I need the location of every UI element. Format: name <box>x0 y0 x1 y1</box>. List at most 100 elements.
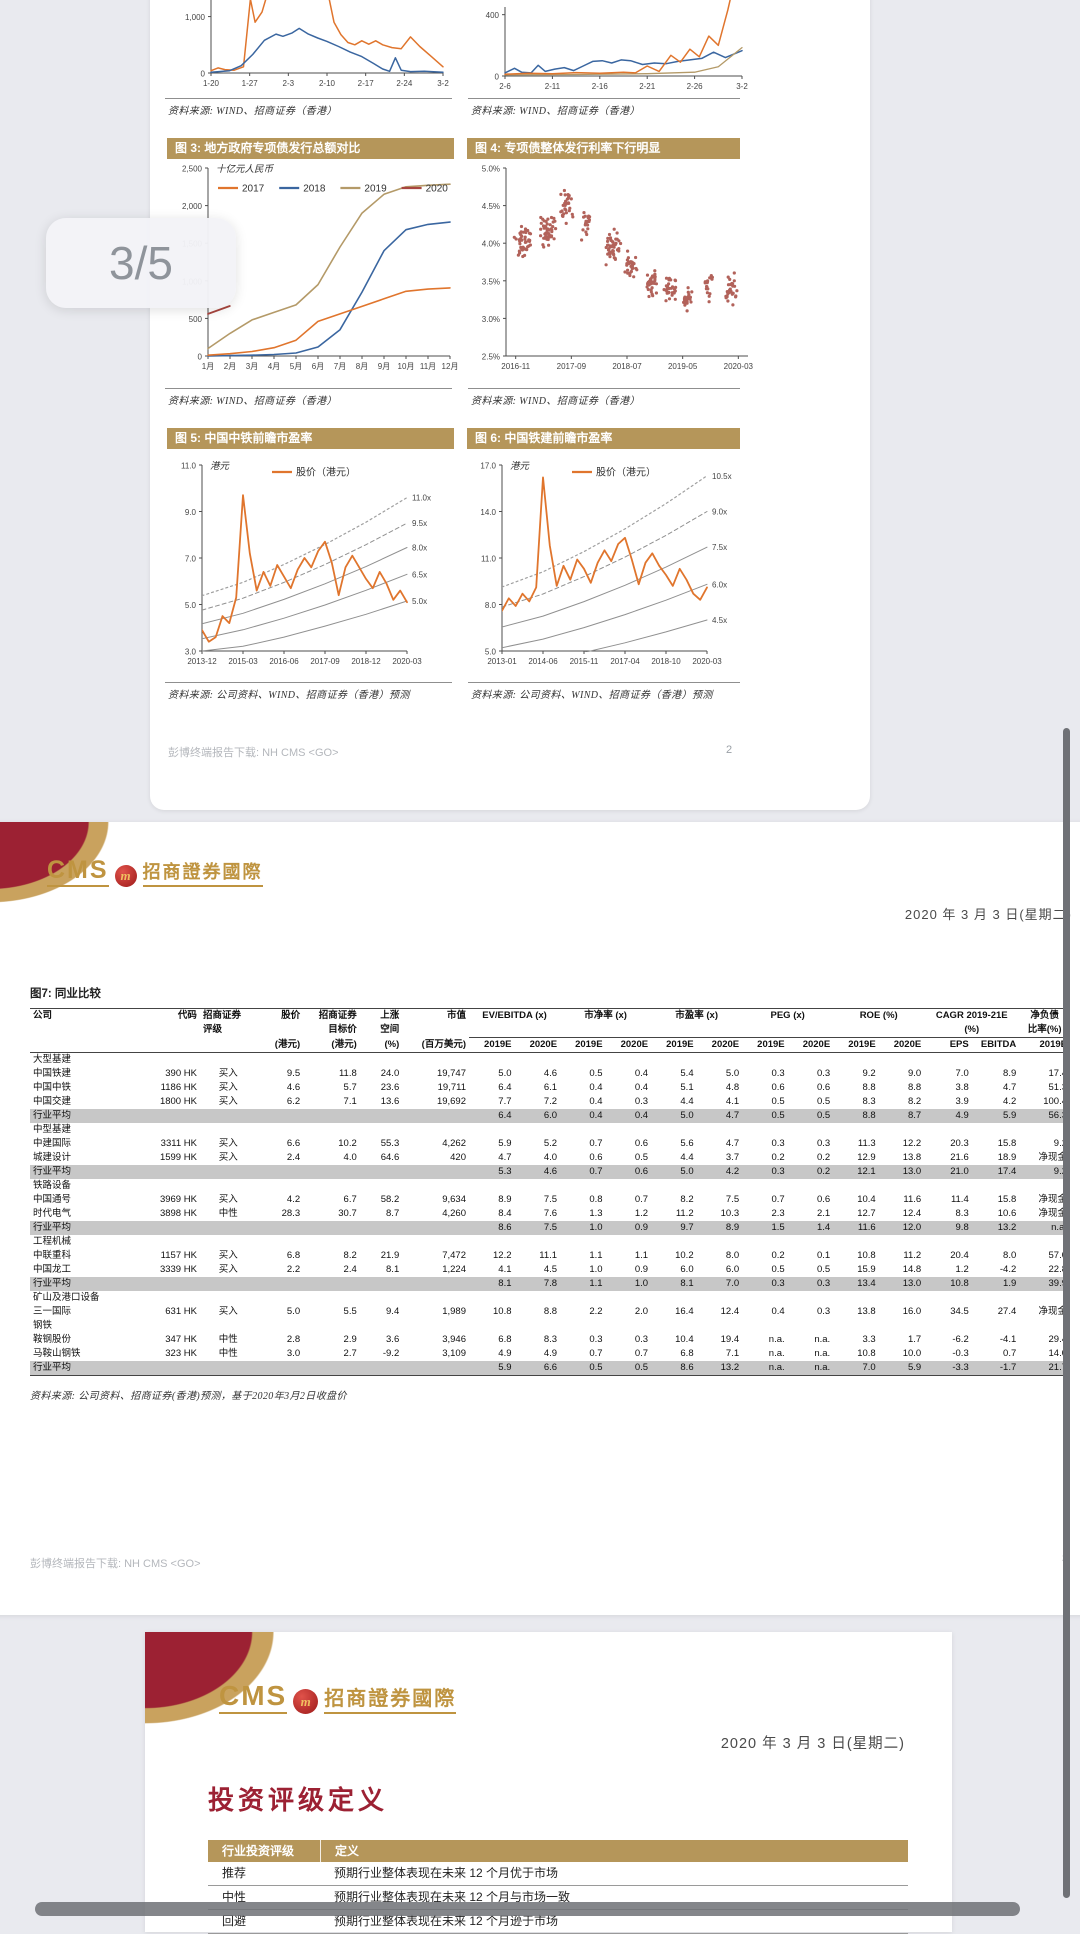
horizontal-scrollbar[interactable] <box>35 1902 1020 1916</box>
cms-logo: CMS m 招商證券國際 <box>47 858 263 887</box>
svg-text:2016-11: 2016-11 <box>501 362 530 371</box>
svg-text:7月: 7月 <box>334 362 346 371</box>
table-group-row: 中型基建 <box>33 1124 72 1135</box>
svg-text:3-2: 3-2 <box>437 79 449 88</box>
svg-text:2,000: 2,000 <box>182 202 203 211</box>
svg-text:5.0: 5.0 <box>485 648 497 657</box>
svg-text:17.0: 17.0 <box>480 462 496 471</box>
industry-average-row: 行业平均 5.9 6.6 0.5 0.5 8.6 13.2 n.a. n.a. 7.0 5.9 -3.… <box>30 1361 1070 1376</box>
fig6-banner: 图 6: 中国铁建前瞻市盈率 <box>467 428 740 449</box>
svg-text:6.5x: 6.5x <box>412 570 427 579</box>
svg-text:9.0: 9.0 <box>185 508 197 517</box>
svg-text:2017-09: 2017-09 <box>310 657 340 666</box>
svg-text:9.5x: 9.5x <box>412 519 427 528</box>
page-number: 2 <box>726 744 733 756</box>
svg-text:2013-12: 2013-12 <box>187 657 217 666</box>
svg-text:2017: 2017 <box>242 184 265 195</box>
svg-text:2019: 2019 <box>364 184 387 195</box>
table-group-row: 大型基建 <box>33 1054 72 1065</box>
fig1-chart: 1,000 01-20 1-27 2-3 2-10 2-17 2-24 3-2 <box>185 0 449 88</box>
page-indicator-label: 3/5 <box>109 237 173 289</box>
page-indicator: 3/5 <box>46 218 236 308</box>
fig4-banner: 图 4: 专项债整体发行利率下行明显 <box>467 138 740 159</box>
svg-text:8.0: 8.0 <box>485 601 497 610</box>
table-group-row: 铁路设备 <box>33 1180 72 1191</box>
table-row: 中国交建 1800 HK 买入 6.2 7.1 13.6 19,692 7.7 7.2 0.4 0.… <box>33 1096 1067 1107</box>
svg-text:2013-01: 2013-01 <box>487 657 517 666</box>
svg-text:2-11: 2-11 <box>545 82 561 91</box>
industry-average-row: 行业平均 8.6 7.5 1.0 0.9 9.7 8.9 1.5 1.4 11.6 12.0 9.8 1… <box>30 1221 1070 1235</box>
svg-text:7.0: 7.0 <box>185 555 197 564</box>
peer-comparison-table: 公司 代码 招商证券 股价 招商证券 上涨 市值 EV/EBITDA (x) 市净率 (x) 市盈… <box>30 1008 1070 1376</box>
svg-text:股价（港元）: 股价（港元） <box>596 467 656 479</box>
svg-text:10.5x: 10.5x <box>712 472 732 481</box>
svg-text:3.0: 3.0 <box>185 648 197 657</box>
svg-text:2-16: 2-16 <box>592 82 609 91</box>
svg-text:11.0: 11.0 <box>481 555 497 564</box>
svg-text:11.0: 11.0 <box>181 462 197 471</box>
fig4-chart: 5.0% 4.5% 4.0% 3.5% 3.0% 2.5%2016-11 2017-09 20… <box>482 165 754 372</box>
fig5-banner: 图 5: 中国中铁前瞻市盈率 <box>167 428 454 449</box>
svg-text:1,000: 1,000 <box>185 13 206 22</box>
table-group-row: 工程机械 <box>33 1236 72 1247</box>
source-note: 资料来源: 公司资料、WIND、招商证券（香港）预测 <box>168 690 410 701</box>
svg-text:8月: 8月 <box>356 362 368 371</box>
pdf-page-2: 1,000 0 1-20 1-27 2-3 2-10 2-17 2-24 3-2 400 0 2-6… <box>150 0 870 810</box>
brand-corner-graphic <box>145 1632 297 1740</box>
svg-text:2017-09: 2017-09 <box>557 362 587 371</box>
svg-text:9.0x: 9.0x <box>712 508 727 517</box>
table-row: 城建设计 1599 HK 买入 2.4 4.0 64.6 420 4.7 4.0 0.6 0.5 4.… <box>33 1152 1067 1163</box>
svg-text:2-3: 2-3 <box>283 79 295 88</box>
svg-text:股价（港元）: 股价（港元） <box>296 467 356 479</box>
svg-text:4.5x: 4.5x <box>712 616 727 625</box>
divider <box>165 388 452 389</box>
rating-table-header: 行业投资评级 定义 <box>208 1840 908 1862</box>
report-date: 2020 年 3 月 3 日(星期二) <box>904 907 1072 922</box>
svg-text:11月: 11月 <box>420 362 436 371</box>
svg-text:2015-03: 2015-03 <box>228 657 258 666</box>
svg-text:2-10: 2-10 <box>319 79 336 88</box>
table-row: 中联重科 1157 HK 买入 6.8 8.2 21.9 7,472 12.2 11.1 1.1 1… <box>33 1250 1067 1261</box>
table-row: 时代电气 3898 HK 中性 28.3 30.7 8.7 4,260 8.4 7.6 1.3 1.… <box>33 1208 1067 1219</box>
svg-text:4月: 4月 <box>268 362 280 371</box>
cms-logo-text: CMS <box>47 858 109 887</box>
bloomberg-download-note: 彭博终端报告下载: NH CMS <GO> <box>30 1558 201 1570</box>
svg-text:5.0%: 5.0% <box>482 165 500 174</box>
svg-text:2020-03: 2020-03 <box>392 657 422 666</box>
svg-text:0: 0 <box>201 70 206 79</box>
industry-average-row: 行业平均 8.1 7.8 1.1 1.0 8.1 7.0 0.3 0.3 13.4 13.0 10.8… <box>30 1277 1070 1291</box>
vertical-scrollbar[interactable] <box>1063 728 1070 1898</box>
svg-text:港元: 港元 <box>510 461 531 472</box>
svg-text:6月: 6月 <box>312 362 324 371</box>
svg-text:2017-04: 2017-04 <box>610 657 640 666</box>
source-note: 资料来源: WIND、招商证券（香港） <box>471 396 640 407</box>
table-row: 中国通号 3969 HK 买入 4.2 6.7 58.2 9,634 8.9 7.5 0.8 0.7… <box>33 1194 1067 1205</box>
cms-logo-icon: m <box>114 865 137 887</box>
svg-text:2018: 2018 <box>303 184 326 195</box>
table-row: 中国中铁 1186 HK 买入 4.6 5.7 23.6 19,711 6.4 6.1 0.4 0.… <box>33 1082 1067 1093</box>
svg-text:5.0x: 5.0x <box>412 597 427 606</box>
svg-text:2018-12: 2018-12 <box>351 657 381 666</box>
svg-text:2020-03: 2020-03 <box>724 362 754 371</box>
svg-text:3.5%: 3.5% <box>482 277 500 286</box>
cms-logo-chinese: 招商證券國際 <box>324 1688 457 1714</box>
brand-corner-graphic <box>0 822 130 917</box>
fig7-label: 图7: 同业比较 <box>30 988 101 1000</box>
svg-text:9月: 9月 <box>378 362 390 371</box>
svg-text:2019-05: 2019-05 <box>668 362 698 371</box>
svg-text:6.0x: 6.0x <box>712 580 727 589</box>
table-group-row: 矿山及港口设备 <box>33 1292 100 1303</box>
svg-text:港元: 港元 <box>210 461 231 472</box>
divider <box>468 682 740 683</box>
svg-text:5.0: 5.0 <box>185 601 197 610</box>
cms-logo-icon: m <box>293 1689 319 1714</box>
svg-text:0: 0 <box>198 353 203 362</box>
svg-text:2-6: 2-6 <box>499 82 511 91</box>
svg-text:2-17: 2-17 <box>358 79 375 88</box>
cms-logo-text: CMS <box>219 1682 288 1714</box>
svg-text:4.5%: 4.5% <box>482 202 500 211</box>
fig2-chart: 400 02-6 2-11 2-16 2-21 2-26 3-2 <box>486 0 748 91</box>
svg-text:0: 0 <box>495 73 500 82</box>
